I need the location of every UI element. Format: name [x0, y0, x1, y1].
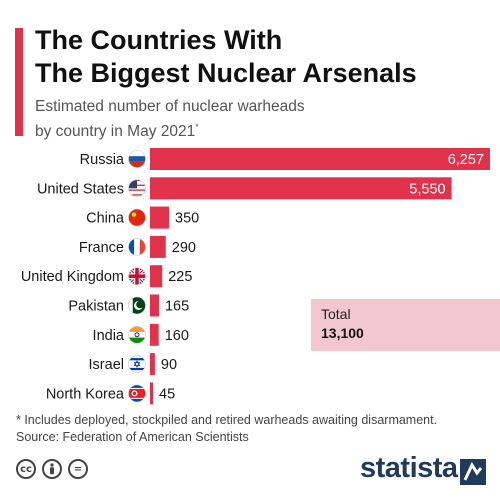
value-label-china: 350 [175, 211, 199, 227]
footnote: * Includes deployed, stockpiled and reti… [16, 412, 491, 446]
russia-flag-icon [128, 150, 146, 168]
nd-icon: = [68, 459, 88, 479]
person-icon [50, 463, 54, 475]
category-label-india: India [93, 328, 125, 344]
value-label-israel: 90 [161, 357, 177, 373]
uk-flag-icon [128, 267, 146, 286]
bar-russia [150, 148, 490, 170]
value-label-pakistan: 165 [165, 299, 189, 315]
category-label-united-states: United States [37, 181, 124, 197]
category-label-israel: Israel [89, 357, 124, 373]
value-label-united-kingdom: 225 [168, 269, 192, 285]
chart-title: The Countries With The Biggest Nuclear A… [35, 24, 485, 90]
footnote-source: Source: Federation of American Scientist… [16, 430, 249, 444]
bar-pakistan [150, 294, 159, 317]
value-label-india: 160 [165, 328, 189, 344]
title-line-2: The Biggest Nuclear Arsenals [35, 58, 417, 88]
total-box: Total 13,100 [311, 299, 500, 351]
north-korea-flag-icon [128, 384, 146, 403]
by-icon [42, 459, 62, 479]
footnote-note: * Includes deployed, stockpiled and reti… [16, 413, 438, 427]
bar-united-kingdom [150, 265, 163, 288]
bar-china [150, 206, 170, 229]
china-flag-icon [128, 208, 146, 227]
france-flag-icon [128, 238, 146, 256]
statista-logo-text: statista [360, 452, 458, 484]
value-label-france: 290 [172, 240, 196, 256]
subtitle-line-2-text: by country in May 2021 [35, 123, 196, 141]
subtitle-line-2: by country in May 2021* [35, 117, 475, 142]
statista-logo-icon [460, 459, 486, 485]
value-label-russia: 6,257 [448, 152, 484, 168]
category-label-china: China [86, 211, 125, 227]
chart-subtitle: Estimated number of nuclear warheads by … [35, 97, 475, 142]
bar-chart: Russia 6,257 United States 5,550 China 350 Fra… [21, 148, 490, 405]
bar-india [150, 323, 159, 346]
category-label-pakistan: Pakistan [68, 299, 124, 315]
accent-bar [15, 28, 23, 136]
value-label-north-korea: 45 [159, 386, 175, 402]
total-value: 13,100 [321, 325, 364, 341]
subtitle-line-1: Estimated number of nuclear warheads [35, 98, 305, 115]
bar-united-states [150, 177, 452, 200]
pakistan-flag-icon [128, 296, 146, 315]
bar-israel [150, 353, 155, 376]
bar-france [150, 235, 166, 258]
value-label-united-states: 5,550 [409, 181, 445, 197]
total-label: Total [321, 306, 351, 322]
title-line-1: The Countries With [35, 25, 283, 55]
category-label-france: France [79, 240, 124, 256]
category-label-united-kingdom: United Kingdom [21, 269, 124, 285]
israel-flag-icon [128, 355, 146, 373]
bar-north-korea [150, 382, 153, 405]
subtitle-footnote-marker: * [195, 122, 199, 132]
category-label-north-korea: North Korea [46, 386, 125, 402]
india-flag-icon [128, 325, 146, 344]
category-label-russia: Russia [80, 152, 125, 168]
usa-flag-icon [128, 179, 146, 198]
cc-icon: cc [16, 459, 36, 479]
